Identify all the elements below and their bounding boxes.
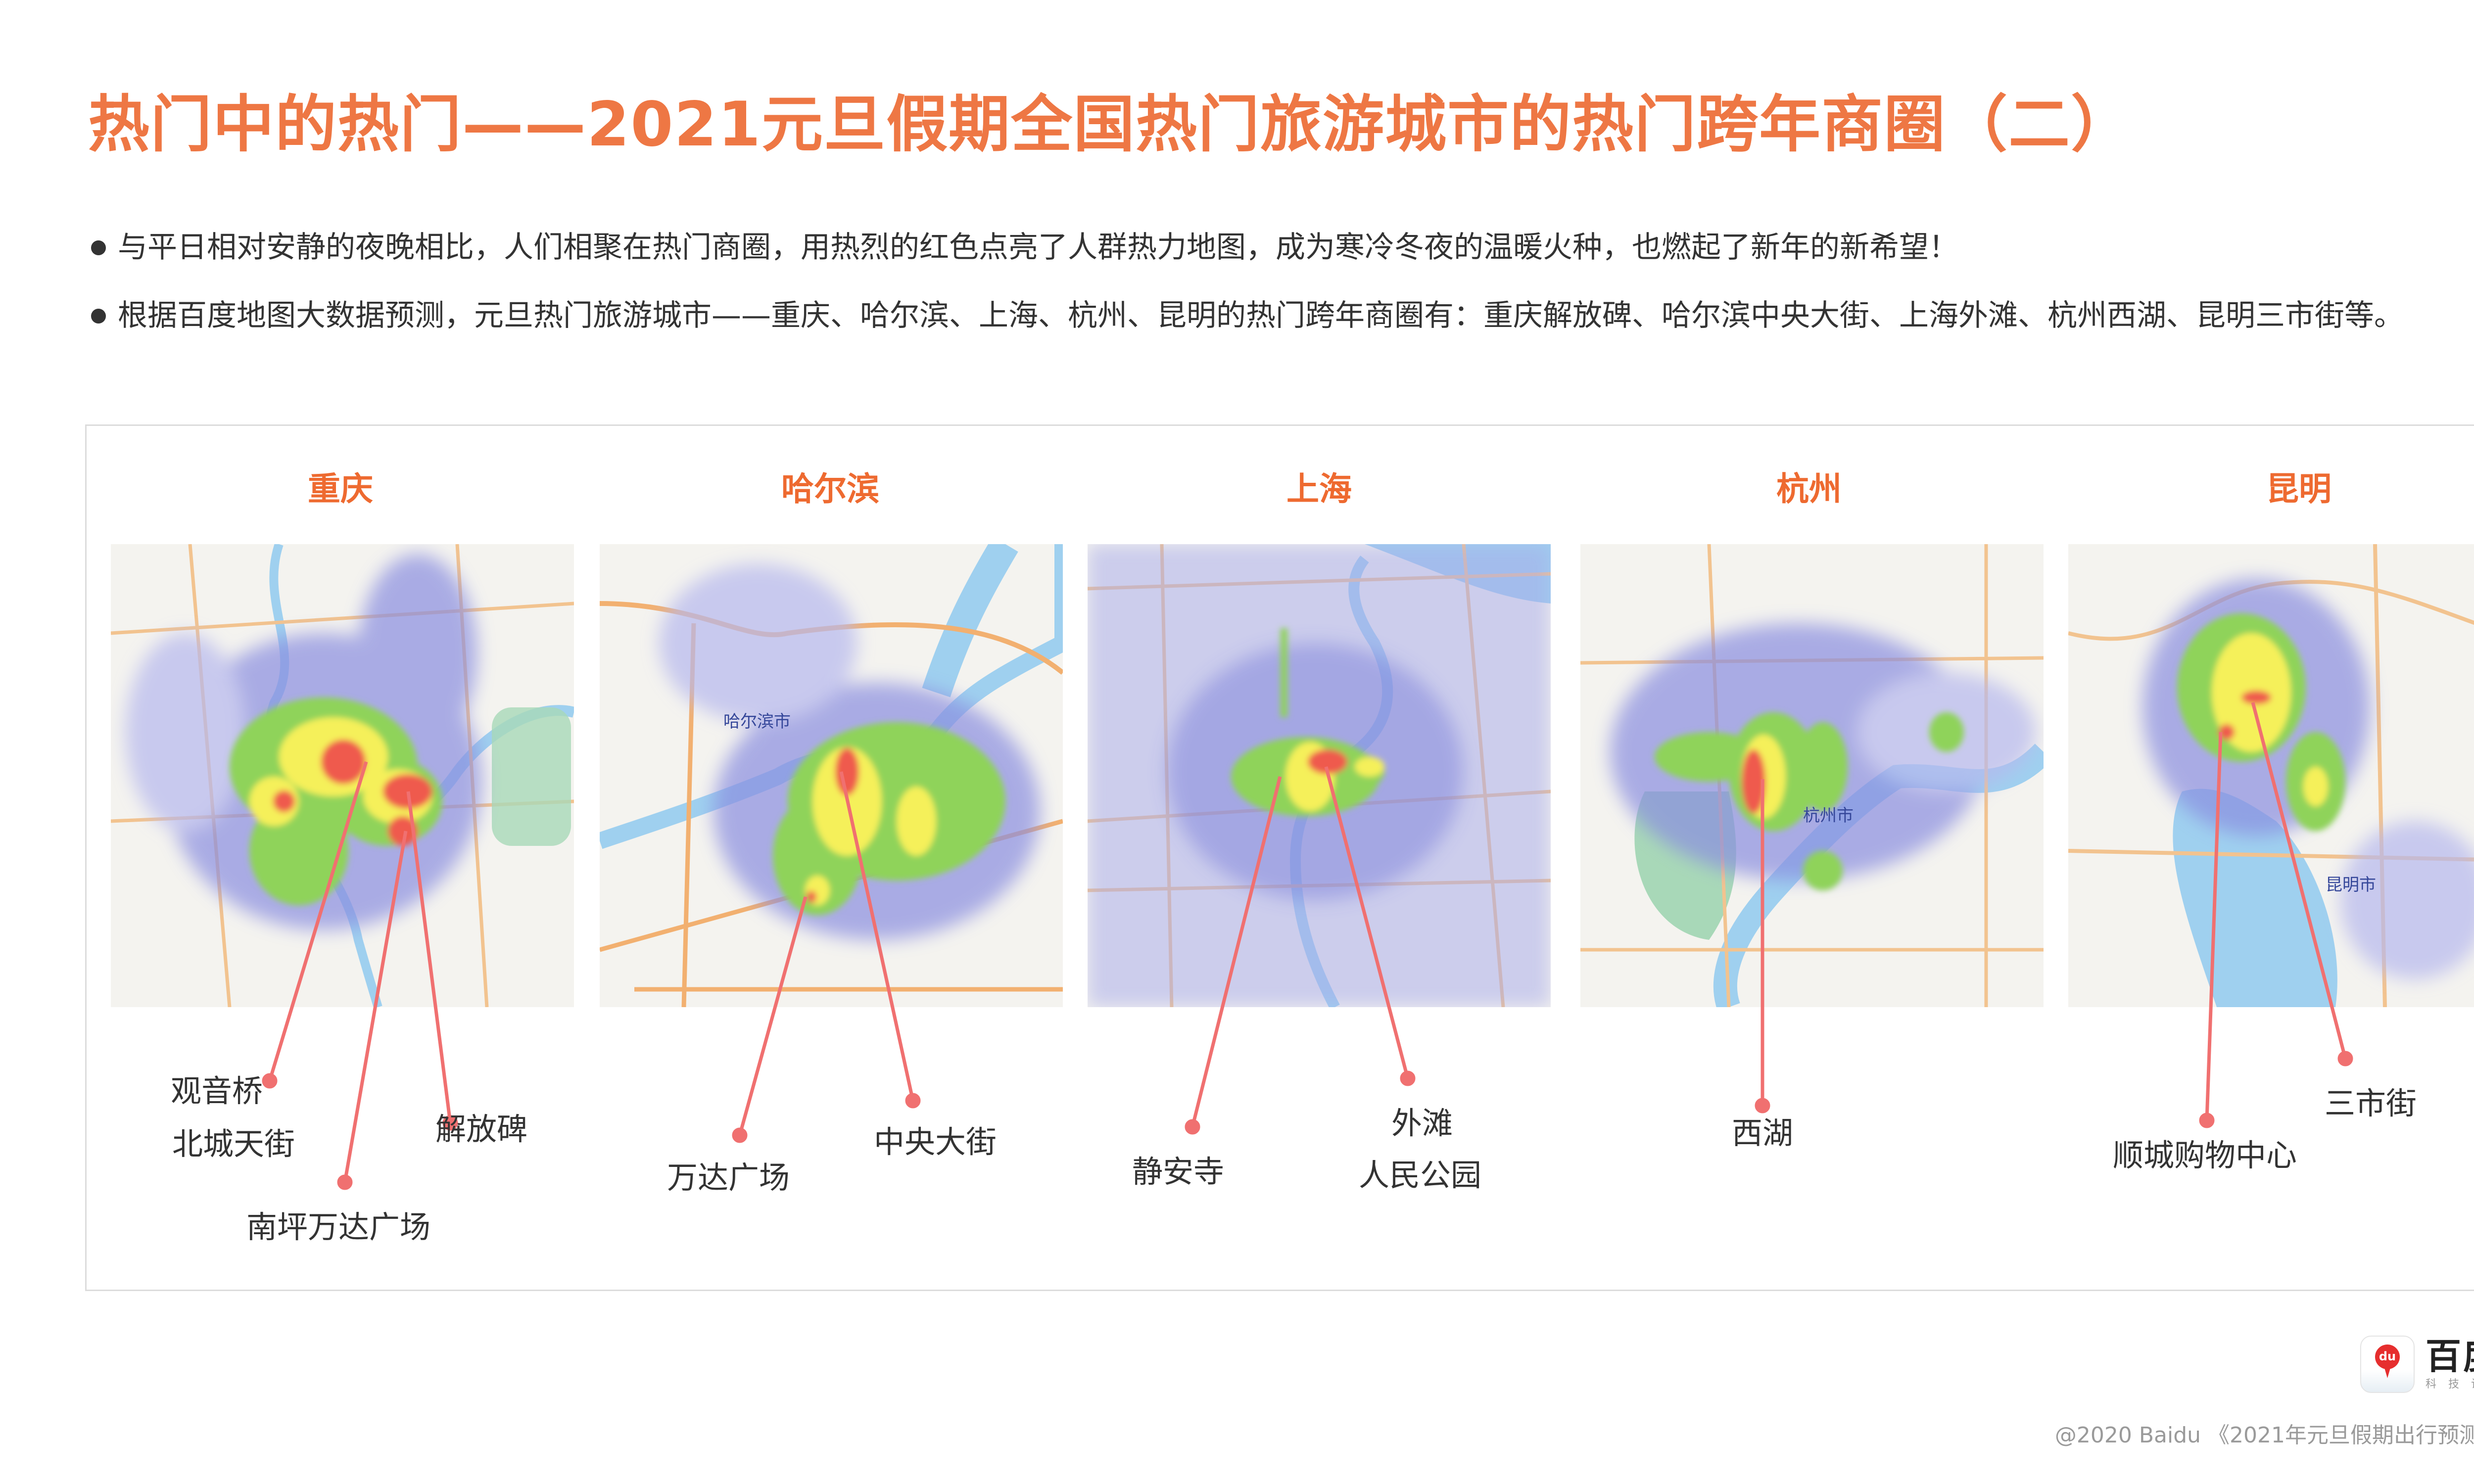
logo-slogan: 科技让出行更简单 xyxy=(2426,1378,2474,1391)
svg-text:杭州市: 杭州市 xyxy=(1803,806,1854,826)
city-title-shanghai: 上海 xyxy=(1286,470,1352,508)
label-sanshijie: 三市街 xyxy=(2325,1085,2417,1121)
label-beichengtianjie: 北城天街 xyxy=(172,1126,295,1162)
label-jinganshi: 静安寺 xyxy=(1132,1154,1225,1190)
label-nanping-wanda: 南坪万达广场 xyxy=(246,1209,431,1245)
label-jiefangbei: 解放碑 xyxy=(435,1111,528,1147)
logo-name: 百度地图 xyxy=(2426,1336,2474,1377)
city-title-chongqing: 重庆 xyxy=(308,470,373,508)
label-waitan: 外滩 xyxy=(1391,1105,1453,1141)
heatmap-kunming: 昆明市 xyxy=(2068,544,2474,1007)
bullet-dot-icon xyxy=(91,309,106,324)
map-pin-icon: du xyxy=(2360,1336,2415,1393)
bullet-item: 根据百度地图大数据预测，元旦热门旅游城市——重庆、哈尔滨、上海、杭州、昆明的热门… xyxy=(88,296,2404,335)
page-title: 热门中的热门——2021元旦假期全国热门旅游城市的热门跨年商圈（二） xyxy=(88,89,2134,160)
heatmap-harbin: 哈尔滨市 xyxy=(600,544,1063,1007)
label-xihu: 西湖 xyxy=(1732,1115,1794,1151)
heatmap-chongqing xyxy=(111,544,574,1007)
footer-copyright: @2020 Baidu 《2021年元旦假期出行预测报告》17 xyxy=(2054,1423,2474,1448)
bullet-dot-icon xyxy=(91,240,106,255)
label-renmingongyuan: 人民公园 xyxy=(1359,1157,1482,1193)
label-zhongyangdajie: 中央大街 xyxy=(874,1124,997,1160)
heatmap-hangzhou: 杭州市 xyxy=(1580,544,2044,1007)
baidu-map-logo: du 百度地图 科技让出行更简单 xyxy=(2360,1336,2474,1393)
bullet-list: 与平日相对安静的夜晚相比，人们相聚在热门商圈，用热烈的红色点亮了人群热力地图，成… xyxy=(88,228,2404,364)
label-guanyinqiao: 观音桥 xyxy=(171,1073,263,1109)
city-title-harbin: 哈尔滨 xyxy=(781,470,879,508)
city-title-hangzhou: 杭州 xyxy=(1776,470,1842,508)
city-title-kunming: 昆明 xyxy=(2266,470,2331,508)
label-shuncheng: 顺城购物中心 xyxy=(2113,1137,2297,1173)
bullet-item: 与平日相对安静的夜晚相比，人们相聚在热门商圈，用热烈的红色点亮了人群热力地图，成… xyxy=(88,228,2404,267)
svg-text:哈尔滨市: 哈尔滨市 xyxy=(723,712,791,732)
label-harbin-wanda: 万达广场 xyxy=(667,1159,790,1196)
bullet-text: 与平日相对安静的夜晚相比，人们相聚在热门商圈，用热烈的红色点亮了人群热力地图，成… xyxy=(118,230,1958,265)
heatmap-shanghai xyxy=(1088,544,1551,1007)
bullet-text: 根据百度地图大数据预测，元旦热门旅游城市——重庆、哈尔滨、上海、杭州、昆明的热门… xyxy=(118,298,2404,333)
svg-text:昆明市: 昆明市 xyxy=(2326,875,2376,895)
